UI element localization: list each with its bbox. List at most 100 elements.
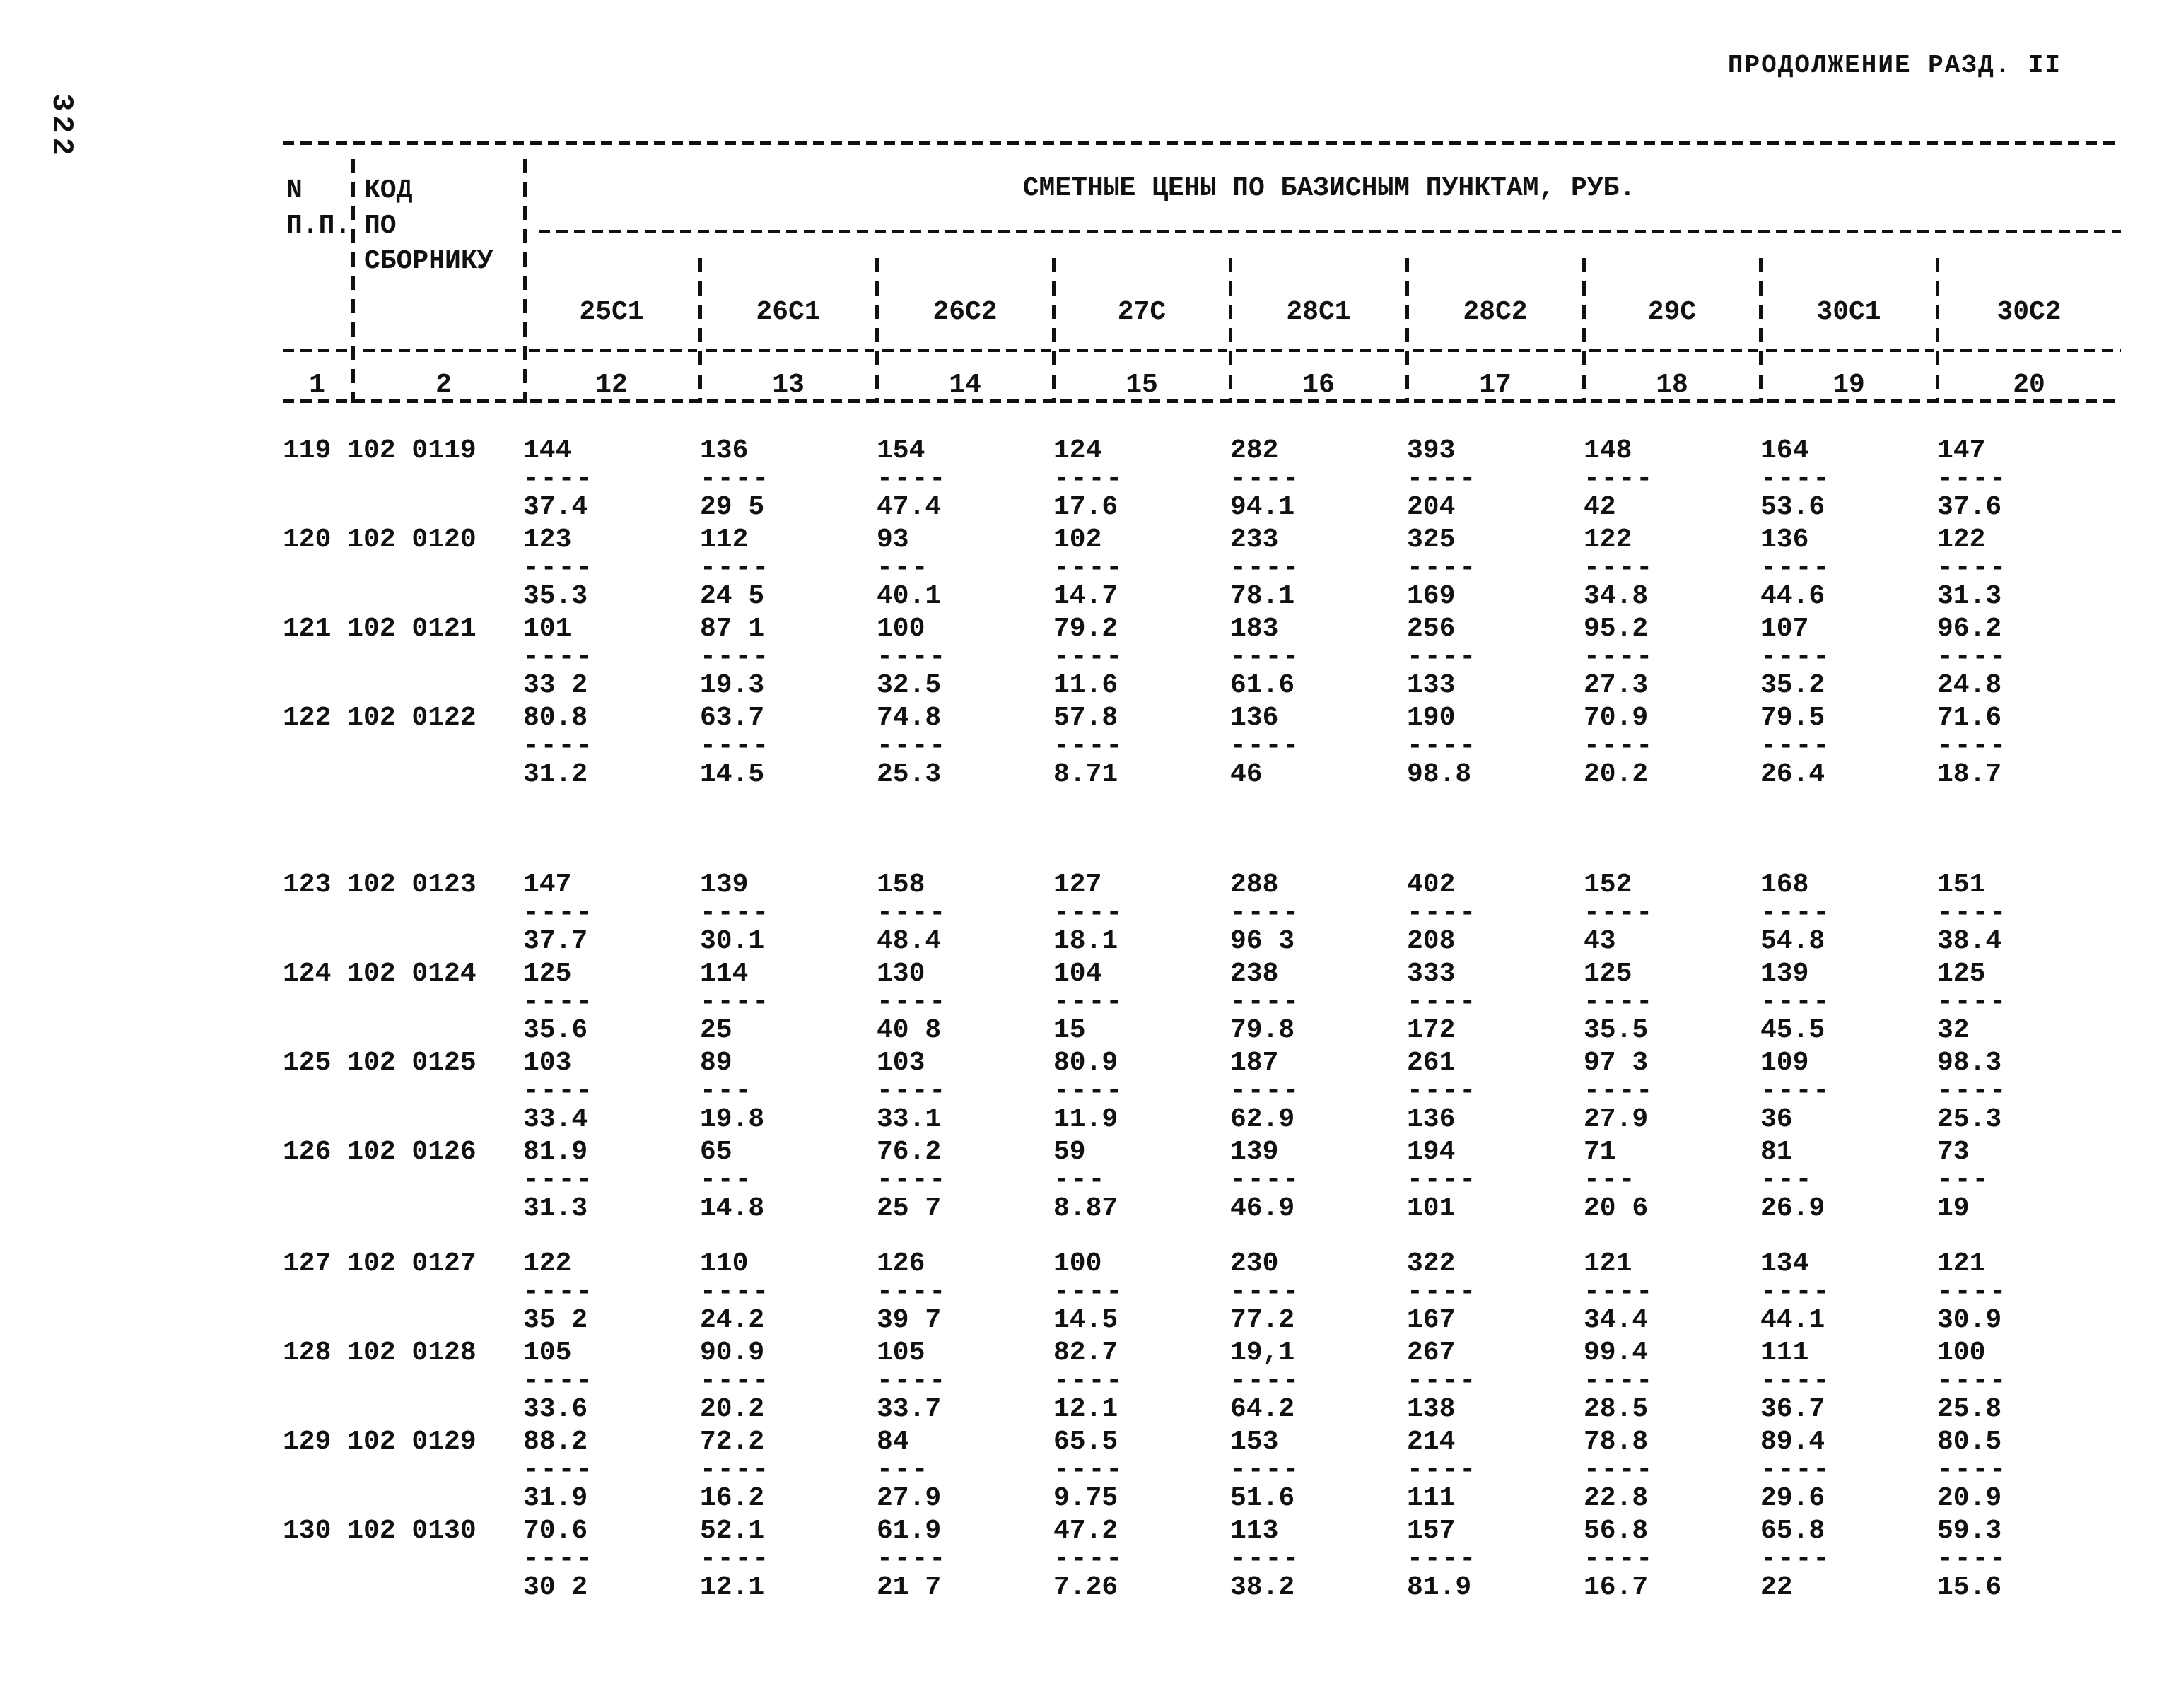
price-denominator: 19.3 bbox=[700, 670, 765, 701]
price-fraction-cell: 99.4 ---- 28.5 bbox=[1584, 1339, 1760, 1424]
header-separator-row bbox=[283, 349, 2121, 352]
row-id-and-code: 126 102 0126 bbox=[283, 1137, 477, 1167]
price-fraction-cell: 393 ---- 204 bbox=[1407, 437, 1584, 522]
price-fraction-cell: 113 ---- 38.2 bbox=[1230, 1517, 1407, 1602]
price-denominator: 12.1 bbox=[700, 1572, 765, 1603]
fraction-separator: ---- bbox=[1407, 464, 1478, 494]
price-fraction-cell: 87 1 ---- 19.3 bbox=[700, 615, 877, 700]
price-numerator: 325 bbox=[1407, 525, 1456, 555]
price-numerator: 139 bbox=[700, 870, 749, 900]
fraction-separator: --- bbox=[700, 1076, 753, 1106]
price-denominator: 45.5 bbox=[1760, 1015, 1825, 1046]
separator-segment bbox=[363, 349, 520, 352]
price-denominator: 8.71 bbox=[1053, 759, 1118, 790]
header-code-line1: КОД bbox=[364, 175, 413, 206]
price-denominator: 28.5 bbox=[1584, 1394, 1649, 1425]
price-denominator: 19.8 bbox=[700, 1104, 765, 1135]
price-denominator: 26.9 bbox=[1760, 1193, 1825, 1224]
price-fraction-cell: 130 ---- 40 8 bbox=[877, 960, 1053, 1045]
price-denominator: 25.8 bbox=[1937, 1394, 2002, 1425]
column-index: 13 bbox=[772, 370, 805, 400]
price-denominator: 40 8 bbox=[877, 1015, 942, 1046]
price-numerator: 114 bbox=[700, 959, 749, 989]
price-denominator: 32 bbox=[1937, 1015, 1970, 1046]
page-number: 322 bbox=[44, 93, 78, 160]
row-id-and-code: 122 102 0122 bbox=[283, 703, 477, 733]
price-fraction-cell: 70.6 ---- 30 2 bbox=[523, 1517, 700, 1602]
header-npp-line1: N bbox=[286, 175, 303, 206]
column-index: 14 bbox=[949, 370, 981, 400]
price-denominator: 25.3 bbox=[1937, 1104, 2002, 1135]
column-index-row: 1 2 12 13 14 15 16 17 18 19 20 bbox=[283, 370, 2121, 400]
fraction-separator: ---- bbox=[1053, 731, 1124, 761]
price-fraction-cell: 122 ---- 34.8 bbox=[1584, 526, 1760, 611]
price-denominator: 35.2 bbox=[1760, 670, 1825, 701]
price-numerator: 125 bbox=[523, 959, 572, 989]
price-fraction-cell: 125 ---- 35.6 bbox=[523, 960, 700, 1045]
price-numerator: 80.5 bbox=[1937, 1427, 2002, 1457]
column-index: 19 bbox=[1832, 370, 1865, 400]
price-numerator: 65.8 bbox=[1760, 1516, 1825, 1546]
price-denominator: 35.5 bbox=[1584, 1015, 1649, 1046]
price-fraction-cell: 80.9 ---- 11.9 bbox=[1053, 1049, 1230, 1134]
price-fraction-cell: 98.3 ---- 25.3 bbox=[1937, 1049, 2121, 1134]
price-numerator: 122 bbox=[1584, 525, 1632, 555]
price-fraction-cell: 124 ---- 17.6 bbox=[1053, 437, 1230, 522]
price-denominator: 44.6 bbox=[1760, 581, 1825, 612]
fraction-separator: ---- bbox=[700, 642, 771, 672]
price-denominator: 33 2 bbox=[523, 670, 588, 701]
separator-segment bbox=[1236, 349, 1404, 352]
fraction-separator: ---- bbox=[523, 1165, 594, 1195]
fraction-separator: --- bbox=[1584, 1165, 1637, 1195]
price-denominator: 26.4 bbox=[1760, 759, 1825, 790]
price-denominator: 21 7 bbox=[877, 1572, 942, 1603]
fraction-separator: ---- bbox=[1760, 1366, 1831, 1396]
price-numerator: 393 bbox=[1407, 435, 1456, 466]
price-fraction-cell: 63.7 ---- 14.5 bbox=[700, 704, 877, 789]
price-numerator: 288 bbox=[1230, 870, 1279, 900]
price-numerator: 148 bbox=[1584, 435, 1632, 466]
column-label: 26С1 bbox=[756, 297, 821, 327]
fraction-separator: ---- bbox=[877, 1544, 947, 1574]
table-row: 125 102 0125 103 ---- 33.4 89 --- 19.8 103 ---- 3… bbox=[283, 1049, 2121, 1134]
separator-segment bbox=[706, 349, 874, 352]
table-row: 122 102 0122 80.8 ---- 31.2 63.7 ---- 14.5 74.8… bbox=[283, 704, 2121, 789]
price-numerator: 124 bbox=[1053, 435, 1102, 466]
fraction-separator: ---- bbox=[523, 464, 594, 494]
price-denominator: 46.9 bbox=[1230, 1193, 1295, 1224]
fraction-separator: ---- bbox=[1053, 553, 1124, 583]
price-fraction-cell: 144 ---- 37.4 bbox=[523, 437, 700, 522]
fraction-separator: ---- bbox=[523, 987, 594, 1017]
price-numerator: 282 bbox=[1230, 435, 1279, 466]
fraction-separator: ---- bbox=[1584, 1544, 1654, 1574]
fraction-separator: ---- bbox=[1760, 1277, 1831, 1307]
fraction-separator: ---- bbox=[1230, 1277, 1301, 1307]
table-row: 123 102 0123 147 ---- 37.7 139 ---- 30.1 158 ---… bbox=[283, 871, 2121, 956]
price-numerator: 158 bbox=[877, 870, 925, 900]
row-id-and-code: 124 102 0124 bbox=[283, 959, 477, 989]
fraction-separator: ---- bbox=[700, 553, 771, 583]
price-denominator: 30 2 bbox=[523, 1572, 588, 1603]
fraction-separator: ---- bbox=[1937, 642, 2008, 672]
separator-segment bbox=[283, 349, 348, 352]
price-denominator: 37.4 bbox=[523, 492, 588, 522]
price-numerator: 70.9 bbox=[1584, 703, 1649, 733]
price-fraction-cell: 81 --- 26.9 bbox=[1760, 1138, 1937, 1223]
price-fraction-cell: 402 ---- 208 bbox=[1407, 871, 1584, 956]
price-numerator: 80.9 bbox=[1053, 1048, 1118, 1078]
price-denominator: 64.2 bbox=[1230, 1394, 1295, 1425]
header-code-line3: СБОРНИКУ bbox=[364, 246, 493, 276]
price-denominator: 32.5 bbox=[877, 670, 942, 701]
price-fraction-cell: 157 ---- 81.9 bbox=[1407, 1517, 1584, 1602]
price-fraction-cell: 122 ---- 31.3 bbox=[1937, 526, 2121, 611]
price-denominator: 34.4 bbox=[1584, 1305, 1649, 1335]
price-numerator: 105 bbox=[523, 1338, 572, 1368]
fraction-separator: ---- bbox=[1407, 731, 1478, 761]
fraction-separator: ---- bbox=[523, 1277, 594, 1307]
fraction-separator: ---- bbox=[700, 1277, 771, 1307]
price-denominator: 51.6 bbox=[1230, 1483, 1295, 1514]
price-fraction-cell: 325 ---- 169 bbox=[1407, 526, 1584, 611]
fraction-separator: ---- bbox=[1407, 1366, 1478, 1396]
fraction-separator: ---- bbox=[1230, 642, 1301, 672]
fraction-separator: ---- bbox=[1584, 464, 1654, 494]
